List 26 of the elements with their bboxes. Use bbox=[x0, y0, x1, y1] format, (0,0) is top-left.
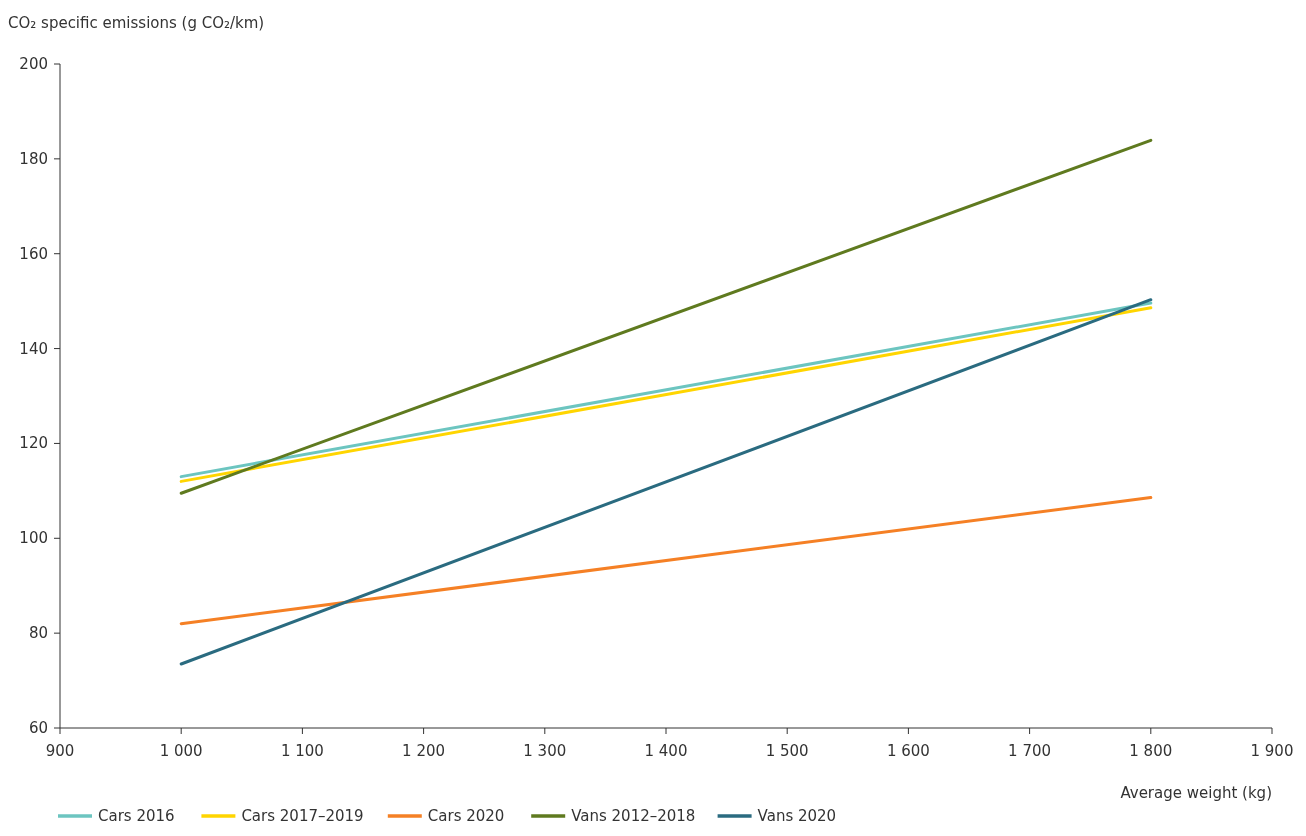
y-tick-label: 60 bbox=[28, 719, 48, 737]
x-tick-label: 1 500 bbox=[765, 742, 809, 760]
y-tick-label: 120 bbox=[19, 434, 48, 453]
legend-label: Vans 2012–2018 bbox=[571, 807, 696, 825]
x-tick-label: 1 400 bbox=[644, 742, 688, 760]
x-tick-label: 1 700 bbox=[1008, 742, 1052, 760]
x-tick-label: 1 100 bbox=[280, 742, 324, 760]
legend-label: Cars 2017–2019 bbox=[241, 807, 364, 825]
x-tick-label: 1 200 bbox=[402, 742, 446, 760]
legend-label: Vans 2020 bbox=[757, 807, 837, 825]
y-tick-label: 140 bbox=[19, 339, 48, 358]
y-tick-label: 160 bbox=[19, 244, 48, 263]
legend-label: Cars 2020 bbox=[427, 807, 505, 825]
x-tick-label: 1 800 bbox=[1129, 742, 1173, 760]
x-tick-label: 1 000 bbox=[159, 742, 203, 760]
y-tick-label: 100 bbox=[19, 529, 48, 548]
legend-label: Cars 2016 bbox=[98, 807, 175, 825]
x-tick-label: 1 900 bbox=[1250, 742, 1294, 760]
x-tick-label: 900 bbox=[45, 742, 75, 760]
x-tick-label: 1 600 bbox=[886, 742, 930, 760]
x-tick-label: 1 300 bbox=[523, 742, 567, 760]
y-tick-label: 80 bbox=[28, 624, 48, 643]
y-axis-title: CO₂ specific emissions (g CO₂/km) bbox=[8, 14, 265, 32]
y-tick-label: 200 bbox=[19, 55, 48, 73]
y-tick-label: 180 bbox=[19, 149, 48, 168]
x-axis-title: Average weight (kg) bbox=[1120, 784, 1272, 802]
